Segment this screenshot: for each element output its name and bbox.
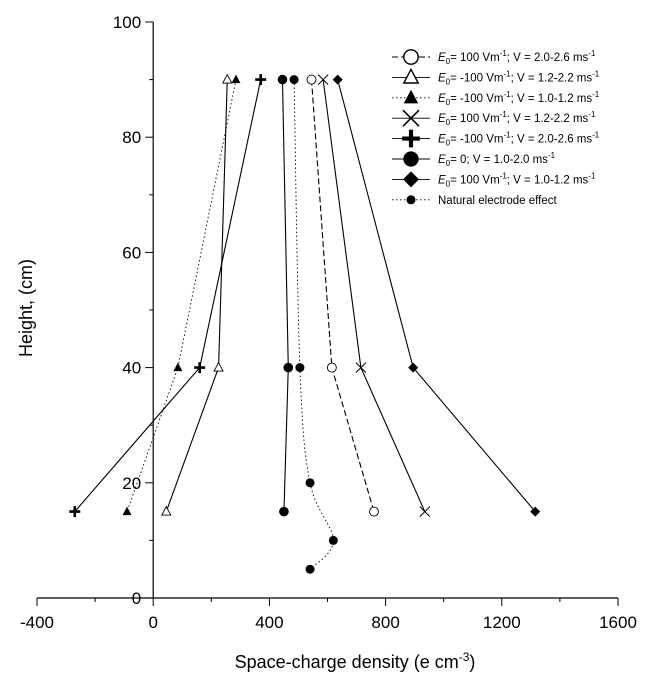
legend-marker-x <box>402 109 420 127</box>
data-point-filled-circle <box>305 478 315 488</box>
legend-label: E0= 0; V = 1.0-2.0 ms-1 <box>438 151 556 168</box>
data-point-filled-diamond <box>530 506 541 517</box>
series-line <box>126 79 237 512</box>
legend-label: E0= -100 Vm-1; V = 1.0-1.2 ms-1 <box>438 90 600 107</box>
y-axis-title: Height, (cm) <box>16 259 36 357</box>
data-point-filled-circle <box>289 75 299 85</box>
legend-item: E0= 100 Vm-1; V = 1.2-2.2 ms-1 <box>392 109 596 127</box>
legend-marker-filled-diamond <box>403 171 419 188</box>
legend-marker-open-triangle <box>402 67 420 84</box>
legend: E0= 100 Vm-1; V = 2.0-2.6 ms-1 E0= -100 V… <box>392 49 600 207</box>
legend-marker-plus <box>402 129 420 148</box>
y-tick-label: 80 <box>122 128 141 147</box>
series-e0-100-vm-1-v-1-0-1-2-ms-1 <box>332 74 541 517</box>
legend-label: E0= 100 Vm-1; V = 2.0-2.6 ms-1 <box>438 49 596 66</box>
legend-marker <box>403 171 419 188</box>
series-line <box>165 79 228 512</box>
data-point-x <box>355 362 367 373</box>
data-point-plus <box>194 362 206 374</box>
legend-marker-filled-circle <box>406 195 416 205</box>
x-tick-label: 0 <box>148 613 157 632</box>
data-point-filled-triangle <box>122 506 132 516</box>
series-line <box>74 79 262 512</box>
series-line <box>310 79 375 512</box>
x-tick-label: 400 <box>255 613 283 632</box>
data-point-big-filled-circle <box>277 74 288 85</box>
legend-marker-big-filled-circle <box>403 151 419 167</box>
series-e0-100-vm-1-v-1-2-2-2-ms-1 <box>317 74 431 517</box>
data-point-big-filled-circle <box>279 506 289 517</box>
data-point-open-triangle <box>161 505 172 516</box>
axes: -400 0 400 800 1200 1600 0 20 40 60 80 100 <box>20 13 637 632</box>
legend-marker-filled-triangle <box>403 89 419 104</box>
data-point-filled-triangle <box>173 362 183 372</box>
series-e0-100-vm-1-v-2-0-2-6-ms-1 <box>306 74 379 517</box>
data-point-filled-triangle <box>231 74 241 84</box>
legend-label: E0= -100 Vm-1; V = 2.0-2.6 ms-1 <box>438 131 600 148</box>
legend-marker-open-circle <box>403 49 419 65</box>
data-point-filled-circle <box>305 564 315 574</box>
legend-item: E0= 0; V = 1.0-2.0 ms-1 <box>392 151 556 168</box>
legend-marker <box>406 195 416 205</box>
series-e0-100-vm-1-v-1-2-2-2-ms-1 <box>161 73 233 516</box>
data-point-filled-diamond <box>332 74 343 85</box>
series-natural-electrode-effect <box>289 75 338 574</box>
legend-marker <box>403 151 419 167</box>
legend-label: E0= 100 Vm-1; V = 1.0-1.2 ms-1 <box>438 171 596 188</box>
series-line <box>337 79 536 512</box>
series-layer <box>69 73 541 574</box>
series-e0-100-vm-1-v-1-0-1-2-ms-1 <box>122 74 241 516</box>
y-tick-label: 100 <box>113 13 141 32</box>
data-point-big-filled-circle <box>283 362 294 373</box>
data-point-open-triangle <box>222 73 233 84</box>
data-point-plus <box>69 506 81 518</box>
legend-item: Natural electrode effect <box>392 195 557 207</box>
legend-item: E0= -100 Vm-1; V = 1.0-1.2 ms-1 <box>392 89 600 107</box>
series-line <box>293 79 334 570</box>
legend-label: Natural electrode effect <box>438 195 557 207</box>
legend-item: E0= -100 Vm-1; V = 1.2-2.2 ms-1 <box>392 67 600 86</box>
data-point-filled-circle <box>328 535 338 545</box>
series-e0-100-vm-1-v-2-0-2-6-ms-1 <box>69 74 267 518</box>
legend-label: E0= 100 Vm-1; V = 1.2-2.2 ms-1 <box>438 110 596 127</box>
legend-marker <box>402 67 420 84</box>
data-point-filled-circle <box>295 363 305 373</box>
x-tick-label: -400 <box>20 613 54 632</box>
legend-item: E0= 100 Vm-1; V = 1.0-1.2 ms-1 <box>392 171 596 188</box>
y-tick-label: 20 <box>122 474 141 493</box>
series-line <box>281 79 289 512</box>
legend-label: E0= -100 Vm-1; V = 1.2-2.2 ms-1 <box>438 69 600 86</box>
legend-item: E0= 100 Vm-1; V = 2.0-2.6 ms-1 <box>392 49 596 66</box>
legend-item: E0= -100 Vm-1; V = 2.0-2.6 ms-1 <box>392 129 600 148</box>
legend-marker <box>403 89 419 104</box>
x-tick-label: 1200 <box>483 613 521 632</box>
legend-marker <box>403 49 419 65</box>
data-point-open-circle <box>369 506 379 517</box>
data-point-x <box>419 506 431 517</box>
y-tick-label: 0 <box>132 589 141 608</box>
y-tick-label: 60 <box>122 243 141 262</box>
series-e0-0-v-1-0-2-0-ms-1 <box>277 74 294 517</box>
data-point-x <box>317 74 329 85</box>
data-point-plus <box>255 74 267 86</box>
x-axis-title: Space-charge density (e cm-3) <box>235 650 476 672</box>
data-point-open-circle <box>326 362 337 373</box>
x-tick-label: 800 <box>371 613 399 632</box>
legend-marker <box>402 129 420 148</box>
y-tick-label: 40 <box>122 359 141 378</box>
x-tick-label: 1600 <box>599 613 637 632</box>
legend-marker <box>402 109 420 127</box>
data-point-filled-diamond <box>408 362 419 373</box>
data-point-open-circle <box>306 74 317 85</box>
data-point-open-triangle <box>213 361 224 372</box>
